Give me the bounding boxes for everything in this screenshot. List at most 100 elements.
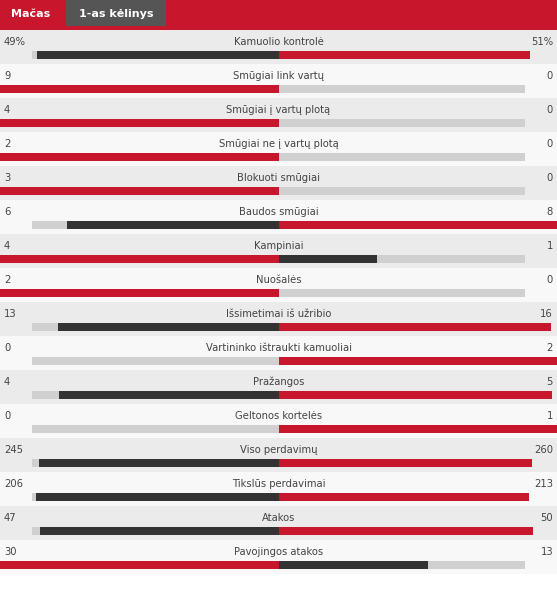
Bar bbox=[0, 336, 557, 370]
Text: Kamuolio kontrolė: Kamuolio kontrolė bbox=[233, 37, 324, 47]
Bar bbox=[0, 200, 557, 234]
Text: Vartininko ištraukti kamuoliai: Vartininko ištraukti kamuoliai bbox=[206, 343, 351, 353]
Text: 16: 16 bbox=[540, 309, 553, 319]
Text: Pavojingos atakos: Pavojingos atakos bbox=[234, 547, 323, 557]
Bar bbox=[0, 506, 557, 540]
Bar bbox=[66, 0, 166, 26]
Bar bbox=[40, 527, 278, 535]
Bar bbox=[0, 438, 557, 472]
Text: Nuošalės: Nuošalės bbox=[256, 275, 301, 285]
Bar bbox=[0, 302, 557, 336]
Bar bbox=[0, 404, 557, 438]
Bar bbox=[0, 166, 557, 200]
Text: 8: 8 bbox=[547, 207, 553, 217]
Bar bbox=[32, 221, 525, 229]
Text: 2: 2 bbox=[4, 275, 11, 285]
Text: 49%: 49% bbox=[4, 37, 26, 47]
Text: Išsimetimai iš užribio: Išsimetimai iš užribio bbox=[226, 309, 331, 319]
Text: 47: 47 bbox=[4, 513, 17, 523]
Text: Geltonos kortelės: Geltonos kortelės bbox=[235, 411, 322, 421]
Text: 30: 30 bbox=[4, 547, 17, 557]
Text: 6: 6 bbox=[4, 207, 11, 217]
Text: 245: 245 bbox=[4, 445, 23, 455]
Text: 9: 9 bbox=[4, 71, 11, 81]
Text: 1: 1 bbox=[546, 411, 553, 421]
Bar bbox=[0, 0, 557, 30]
Bar bbox=[0, 85, 278, 93]
Bar bbox=[278, 391, 553, 399]
Bar bbox=[32, 255, 525, 263]
Bar bbox=[0, 153, 278, 161]
Bar bbox=[278, 323, 550, 331]
Bar bbox=[32, 153, 525, 161]
Text: 2: 2 bbox=[546, 343, 553, 353]
Text: 260: 260 bbox=[534, 445, 553, 455]
Bar bbox=[32, 493, 525, 501]
Text: Pražangos: Pražangos bbox=[253, 376, 304, 387]
Bar bbox=[278, 561, 428, 569]
Text: 0: 0 bbox=[547, 105, 553, 115]
Text: Mačas: Mačas bbox=[11, 9, 51, 19]
Bar bbox=[0, 370, 557, 404]
Bar bbox=[0, 268, 557, 302]
Bar bbox=[278, 51, 530, 59]
Text: Tikslūs perdavimai: Tikslūs perdavimai bbox=[232, 479, 325, 489]
Bar bbox=[278, 425, 557, 433]
Text: 0: 0 bbox=[4, 343, 10, 353]
Bar bbox=[57, 323, 278, 331]
Text: 13: 13 bbox=[4, 309, 17, 319]
Text: Viso perdavimų: Viso perdavimų bbox=[240, 445, 317, 455]
Bar bbox=[37, 51, 278, 59]
Bar bbox=[0, 540, 557, 574]
Bar bbox=[0, 119, 278, 127]
Bar bbox=[0, 289, 278, 297]
Text: 2: 2 bbox=[4, 139, 11, 149]
Text: 0: 0 bbox=[547, 173, 553, 183]
Bar bbox=[0, 64, 557, 98]
Bar bbox=[32, 85, 525, 93]
Bar bbox=[278, 459, 532, 467]
Bar bbox=[32, 51, 525, 59]
Bar bbox=[36, 493, 278, 501]
Bar bbox=[40, 459, 278, 467]
Bar bbox=[32, 391, 525, 399]
Text: 0: 0 bbox=[547, 71, 553, 81]
Bar bbox=[0, 187, 278, 195]
Text: Blokuoti smūgiai: Blokuoti smūgiai bbox=[237, 173, 320, 183]
Text: Kampiniai: Kampiniai bbox=[254, 241, 303, 251]
Bar bbox=[32, 527, 525, 535]
Bar bbox=[0, 0, 62, 26]
Bar bbox=[278, 357, 557, 365]
Text: Baudos smūgiai: Baudos smūgiai bbox=[239, 207, 318, 217]
Bar bbox=[32, 119, 525, 127]
Text: Atakos: Atakos bbox=[262, 513, 295, 523]
Bar bbox=[278, 493, 529, 501]
Bar bbox=[0, 98, 557, 132]
Bar bbox=[32, 357, 525, 365]
Bar bbox=[0, 561, 278, 569]
Text: 206: 206 bbox=[4, 479, 23, 489]
Text: 0: 0 bbox=[547, 275, 553, 285]
Text: 4: 4 bbox=[4, 241, 10, 251]
Bar bbox=[278, 255, 377, 263]
Text: 3: 3 bbox=[4, 173, 10, 183]
Bar bbox=[0, 30, 557, 64]
Text: Smūgiai ne į vartų plotą: Smūgiai ne į vartų plotą bbox=[219, 139, 338, 149]
Text: 0: 0 bbox=[4, 411, 10, 421]
Bar bbox=[67, 221, 278, 229]
Text: 1-as kėlinys: 1-as kėlinys bbox=[79, 9, 153, 19]
Bar bbox=[32, 459, 525, 467]
Text: 1: 1 bbox=[546, 241, 553, 251]
Bar bbox=[278, 221, 557, 229]
Text: 50: 50 bbox=[540, 513, 553, 523]
Bar bbox=[60, 391, 278, 399]
Text: 4: 4 bbox=[4, 105, 10, 115]
Bar bbox=[0, 132, 557, 166]
Bar bbox=[0, 472, 557, 506]
Bar bbox=[32, 425, 525, 433]
Bar bbox=[32, 187, 525, 195]
Bar bbox=[32, 561, 525, 569]
Bar bbox=[0, 234, 557, 268]
Text: 4: 4 bbox=[4, 377, 10, 387]
Text: 213: 213 bbox=[534, 479, 553, 489]
